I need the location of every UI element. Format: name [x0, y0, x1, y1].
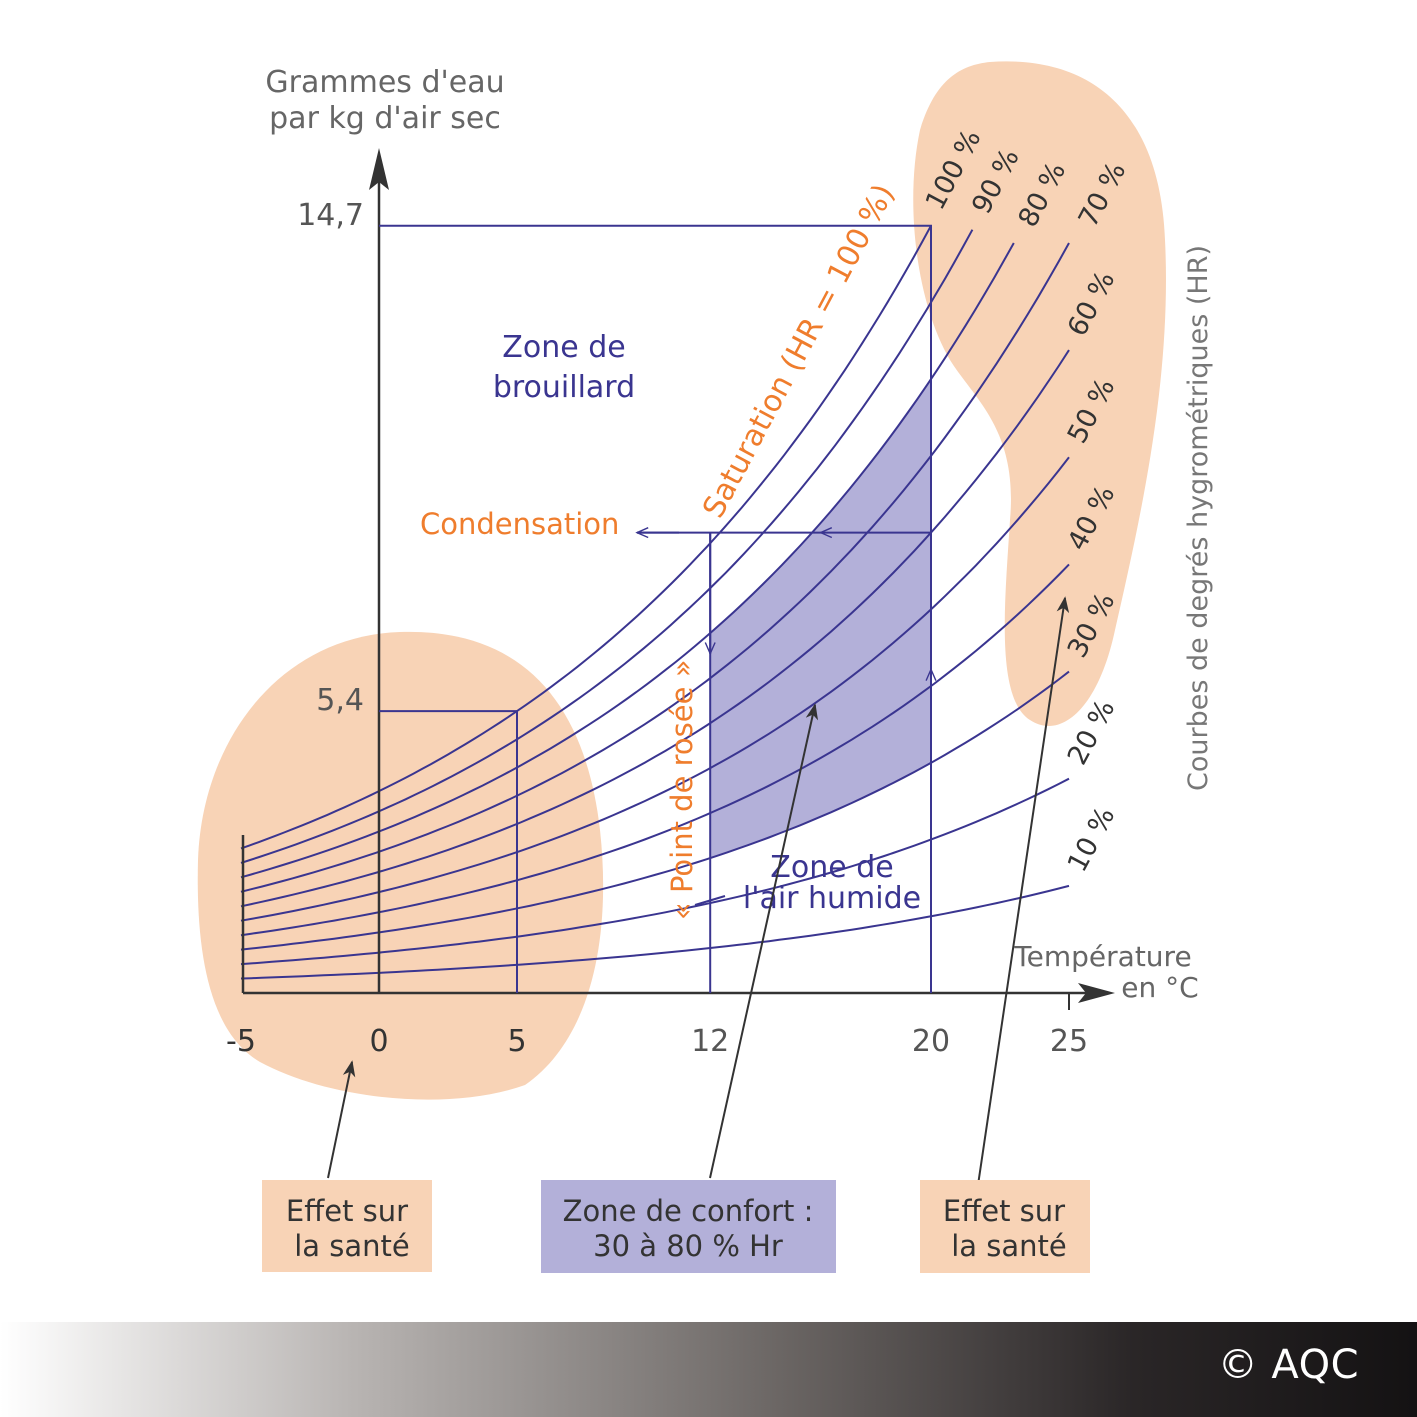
rh-curve-80 [240, 242, 1015, 879]
x-axis-label-line1: Température [1013, 940, 1191, 973]
legend-comfort-line1: Zone de confort : [563, 1194, 814, 1228]
comfort-zone [710, 379, 931, 859]
y-axis-label-line2: par kg d'air sec [269, 101, 501, 136]
x-axis-label-line2: en °C [1121, 971, 1198, 1004]
legend-health-right-line1: Effet sur [943, 1194, 1065, 1228]
reference-line [379, 710, 518, 993]
humid-zone-label-line1: Zone de [770, 850, 893, 885]
rh-curve-label: 10 % [1062, 802, 1122, 877]
pointer-health-right [977, 596, 1070, 1186]
x-tick-label: 20 [912, 1024, 950, 1059]
rh-curve-100 [240, 225, 932, 850]
x-axis-arrow-icon [1078, 983, 1115, 1003]
y-axis-arrow-icon [369, 148, 389, 190]
x-tick-label: 25 [1050, 1024, 1088, 1059]
legend-health-right-line2: la santé [951, 1229, 1067, 1263]
legend-health-left-line1: Effet sur [286, 1194, 408, 1228]
dew-point-label: « Point de rosée » [665, 660, 699, 920]
footer-bar: © AQC [0, 1322, 1417, 1417]
x-tick-label: -5 [226, 1024, 256, 1059]
y-tick-label: 5,4 [316, 683, 364, 718]
legend-health-right-box [920, 1180, 1090, 1273]
rh-curves-title: Courbes de degrés hygrométriques (HR) [1183, 245, 1214, 791]
x-tick-label: 12 [691, 1024, 729, 1059]
fog-zone-label-line1: Zone de [502, 330, 625, 365]
legend-health-left-line2: la santé [294, 1229, 410, 1263]
legend-comfort-box [541, 1180, 836, 1273]
pointer-humid-zone [694, 895, 726, 906]
condensation-label: Condensation [420, 507, 619, 541]
legend-comfort-line2: 30 à 80 % Hr [593, 1229, 783, 1263]
rh-curve-90 [240, 229, 974, 864]
x-tick-label: 0 [369, 1024, 388, 1059]
pointer-comfort [709, 703, 819, 1179]
legend-health-left-box [262, 1180, 432, 1272]
psychrometric-chart: 100 %90 %80 % 70 %60 %50 %40 %30 %20 %10 … [197, 61, 1214, 1273]
pointer-health-left [327, 1060, 356, 1179]
y-axis-label-line1: Grammes d'eau [265, 65, 504, 100]
copyright-text: © AQC [1217, 1342, 1359, 1388]
y-tick-label: 14,7 [297, 198, 364, 233]
x-tick-label: 5 [507, 1024, 526, 1059]
fog-zone-label-line2: brouillard [493, 370, 635, 405]
